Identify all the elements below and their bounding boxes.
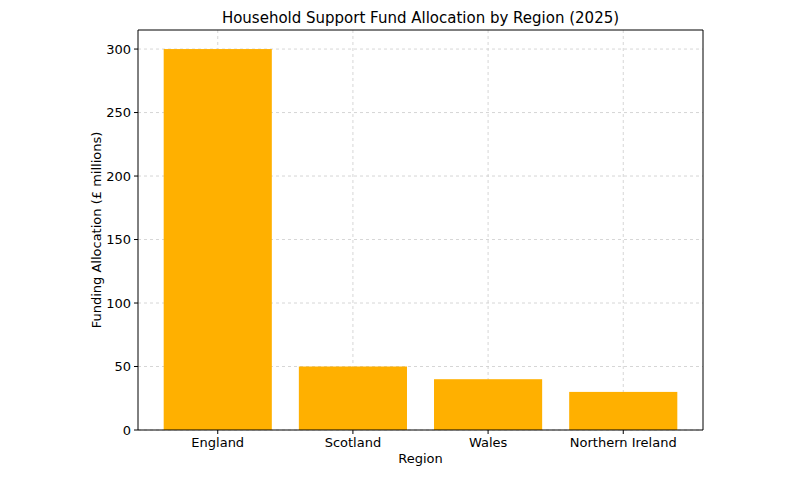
y-tick-label: 0 [123,423,131,438]
y-tick [134,430,138,431]
y-tick-label: 200 [106,169,131,184]
bar [434,379,542,430]
y-tick [134,176,138,177]
x-tick [623,430,624,434]
y-tick-label: 100 [106,296,131,311]
x-tick-label: Northern Ireland [570,435,677,450]
x-axis-label: Region [398,451,443,466]
x-tick [488,430,489,434]
chart-svg: 0 50 100 150 200 250 300 England Scotland Wales No… [0,0,795,477]
y-tick [134,49,138,50]
top-spine [138,30,703,31]
y-axis-label: Funding Allocation (£ millions) [89,132,104,329]
title: Household Support Fund Allocation by Reg… [222,9,619,27]
y-axis-line [138,30,139,430]
bars [164,49,678,430]
x-tick-label: Scotland [325,435,382,450]
y-tick-label: 50 [114,359,131,374]
y-tick [134,303,138,304]
x-tick-label: England [191,435,244,450]
y-tick [134,239,138,240]
axes-frame [138,30,703,430]
y-tick-label: 300 [106,42,131,57]
y-ticks: 0 50 100 150 200 250 300 [106,42,138,438]
y-tick-label: 250 [106,105,131,120]
grid-line-x [488,30,489,430]
x-axis-line [138,430,703,431]
y-tick [134,112,138,113]
bar [299,367,407,430]
x-ticks: England Scotland Wales Northern Ireland [191,430,676,450]
bar [569,392,677,430]
x-tick [352,430,353,434]
grid-line-y [138,430,703,431]
y-tick [134,366,138,367]
bar [164,49,272,430]
grid-line-x [623,30,624,430]
chart-container: 0 50 100 150 200 250 300 England Scotland Wales No… [0,0,795,477]
y-tick-label: 150 [106,232,131,247]
right-spine [703,30,704,430]
x-tick-label: Wales [469,435,508,450]
x-tick [217,430,218,434]
grid [138,30,703,430]
